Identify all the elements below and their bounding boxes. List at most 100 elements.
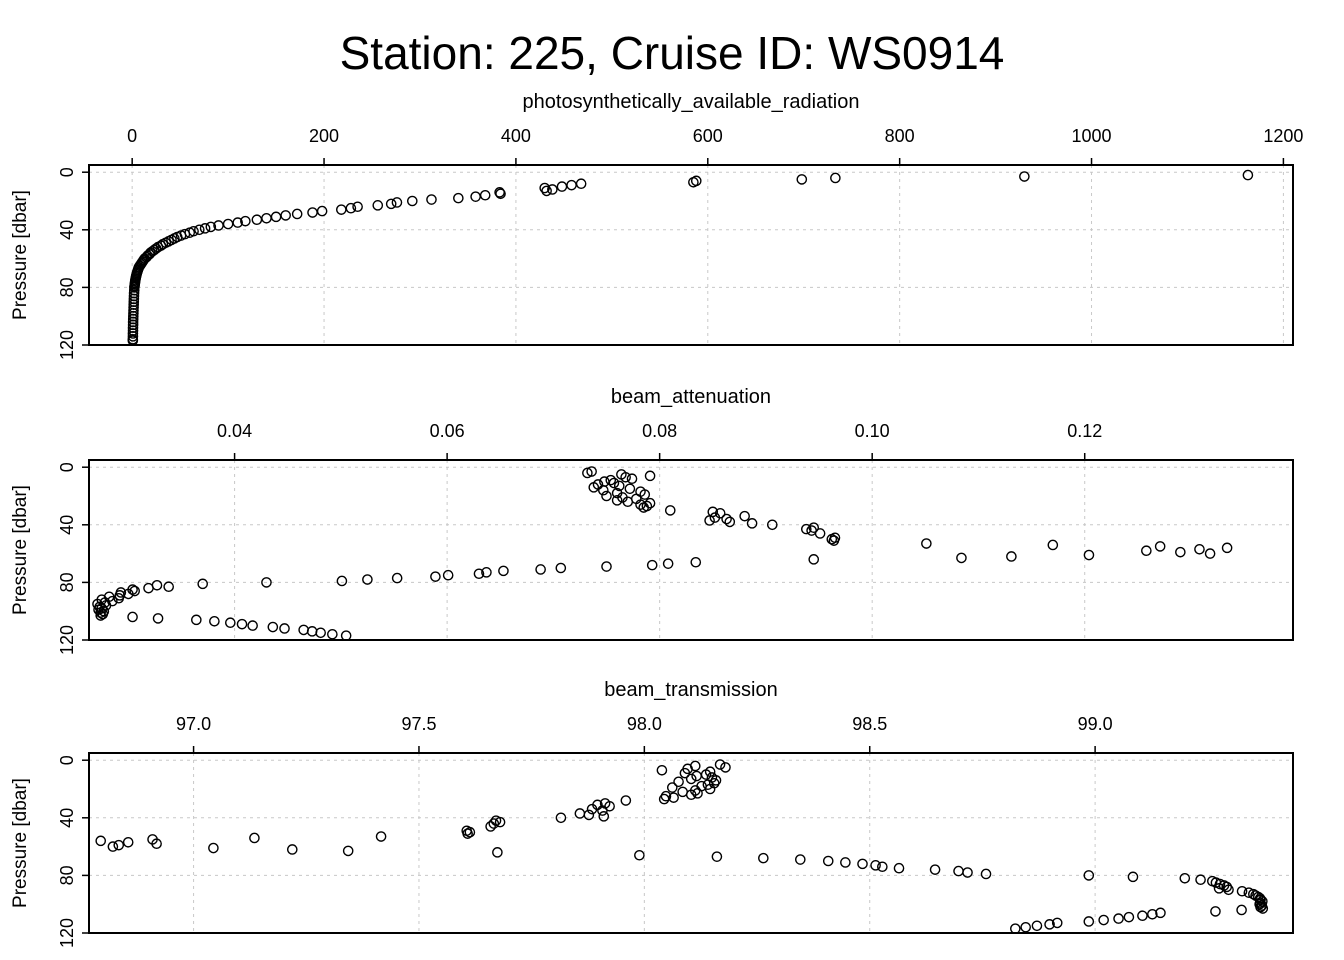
data-point <box>97 608 109 620</box>
y-tick-label: 40 <box>57 808 77 828</box>
data-point <box>208 842 219 854</box>
data-point <box>588 482 600 493</box>
data-point <box>267 621 279 633</box>
data-point <box>1020 921 1031 933</box>
data-point <box>690 556 702 568</box>
data-point <box>270 211 282 223</box>
data-point <box>385 198 397 210</box>
grid <box>89 753 1293 934</box>
data-point <box>225 617 236 629</box>
data-point <box>539 182 550 194</box>
data-point <box>556 181 568 192</box>
data-point <box>113 592 125 604</box>
data-point <box>279 623 290 634</box>
data-point <box>1047 539 1059 551</box>
data-point <box>372 200 384 211</box>
x-tick-label: 0.12 <box>1067 421 1102 441</box>
x-tick-label: 99.0 <box>1078 714 1113 734</box>
data-point <box>624 483 636 495</box>
data-point <box>601 561 612 572</box>
data-point <box>1051 917 1063 929</box>
data-point <box>666 782 678 793</box>
data-point <box>127 328 139 339</box>
data-point <box>758 852 769 864</box>
data-point <box>498 565 509 577</box>
data-point <box>724 516 736 528</box>
data-point <box>921 538 932 549</box>
data-point <box>1155 907 1166 919</box>
data-point <box>795 854 806 865</box>
data-point <box>660 790 672 802</box>
data-point <box>739 510 750 522</box>
data-point <box>711 851 723 862</box>
data-point <box>638 502 650 513</box>
data-point <box>822 855 834 867</box>
data-point <box>714 759 726 770</box>
y-tick-label: 120 <box>57 625 77 655</box>
x-tick-label: 97.5 <box>401 714 436 734</box>
data-point <box>494 187 505 198</box>
data-point <box>828 535 840 546</box>
y-tick-label: 0 <box>57 462 77 472</box>
data-point <box>620 795 632 806</box>
data-point <box>746 518 758 529</box>
panel-title: beam_transmission <box>604 679 777 701</box>
data-point <box>566 179 577 191</box>
data-point <box>626 473 638 485</box>
x-tick-label: 0 <box>127 126 137 146</box>
data-point <box>391 197 403 208</box>
data-point <box>601 490 612 502</box>
data-point <box>127 331 139 342</box>
y-tick-label: 80 <box>57 277 77 297</box>
data-point <box>291 208 303 220</box>
data-point <box>720 762 731 773</box>
data-point <box>611 495 623 506</box>
data-point <box>1006 551 1017 562</box>
data-point <box>826 533 838 545</box>
data-point <box>442 569 454 581</box>
data-point <box>575 178 587 190</box>
data-point <box>547 184 558 195</box>
data-point <box>340 630 352 641</box>
data-point <box>315 627 326 639</box>
data-point <box>685 789 697 801</box>
data-point <box>298 624 309 636</box>
grid <box>89 460 1293 641</box>
data-point <box>662 558 674 569</box>
data-point <box>345 202 357 214</box>
data-point <box>634 849 645 861</box>
data-point <box>151 838 162 850</box>
data-point <box>808 554 820 565</box>
x-tick-label: 98.5 <box>852 714 887 734</box>
data-point <box>152 613 164 624</box>
data-point <box>929 864 941 875</box>
data-point <box>688 176 699 188</box>
data-point <box>492 847 503 858</box>
data-point <box>306 626 318 637</box>
data-point <box>122 836 134 848</box>
data-point <box>1223 884 1234 896</box>
data-point <box>316 205 328 217</box>
data-point <box>213 220 224 231</box>
plot-frame <box>88 164 1294 346</box>
data-point <box>327 628 338 640</box>
data-point <box>391 572 403 584</box>
data-point <box>342 845 354 857</box>
data-point <box>840 857 851 868</box>
data-point <box>205 221 217 233</box>
x-tick-label: 1000 <box>1072 126 1112 146</box>
data-point <box>893 862 905 874</box>
panel-3: beam_transmission 97.0 97.5 98.0 98.5 99.0 0 40… <box>10 679 1294 948</box>
data-point <box>336 575 348 587</box>
data-point <box>646 559 658 571</box>
data-point <box>1113 913 1124 924</box>
data-point <box>644 470 656 482</box>
y-axis-label: Pressure [dbar] <box>10 778 31 908</box>
data-point <box>658 793 670 805</box>
data-point <box>286 844 298 855</box>
data-point <box>956 552 967 564</box>
data-point <box>814 528 826 539</box>
data-point <box>473 568 485 580</box>
data-point <box>796 174 808 185</box>
data-point <box>1147 908 1158 920</box>
